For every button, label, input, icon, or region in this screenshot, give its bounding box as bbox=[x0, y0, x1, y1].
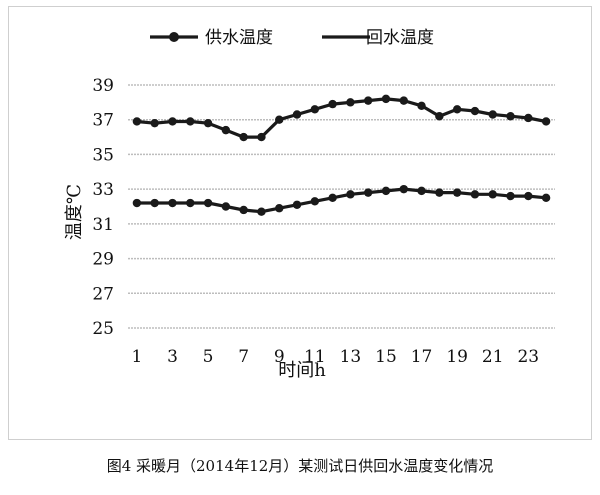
data-point bbox=[221, 202, 231, 211]
data-point bbox=[506, 112, 515, 121]
data-point bbox=[435, 112, 444, 121]
data-point bbox=[452, 105, 462, 114]
chart-frame bbox=[8, 6, 592, 440]
data-point bbox=[417, 101, 426, 111]
data-point bbox=[257, 132, 266, 142]
data-point bbox=[310, 197, 320, 206]
series-line bbox=[136, 97, 547, 139]
data-point bbox=[168, 198, 177, 208]
x-tick-label: 7 bbox=[238, 347, 249, 367]
x-tick-label: 23 bbox=[517, 347, 539, 367]
y-tick-label: 35 bbox=[92, 145, 114, 165]
data-point bbox=[275, 115, 284, 124]
data-point bbox=[346, 190, 355, 199]
data-point bbox=[488, 190, 497, 199]
x-tick-label: 3 bbox=[167, 347, 178, 367]
data-point bbox=[470, 106, 480, 116]
data-point bbox=[150, 118, 159, 128]
data-point bbox=[239, 205, 248, 215]
data-point bbox=[239, 132, 248, 142]
y-tick-label: 29 bbox=[92, 250, 114, 270]
y-tick-label: 25 bbox=[92, 319, 114, 339]
data-point bbox=[132, 198, 142, 208]
data-point bbox=[488, 110, 497, 119]
x-tick-labels: 1 3 5 7 9 11 13 15 17 19 21 23 bbox=[131, 347, 539, 367]
series-2 bbox=[132, 184, 551, 216]
data-point bbox=[435, 188, 444, 197]
y-tick-label: 37 bbox=[92, 111, 114, 131]
data-point bbox=[506, 191, 515, 201]
data-point bbox=[541, 193, 551, 203]
series-line bbox=[136, 187, 547, 214]
data-point bbox=[363, 188, 373, 197]
data-point bbox=[292, 200, 302, 209]
data-point bbox=[328, 99, 337, 109]
data-point bbox=[292, 110, 302, 119]
y-tick-label: 33 bbox=[92, 180, 114, 200]
y-axis-label: 温度℃ bbox=[64, 184, 85, 240]
x-tick-label: 11 bbox=[304, 347, 326, 367]
data-point bbox=[470, 190, 480, 199]
y-tick-label: 39 bbox=[92, 76, 114, 96]
legend-item: 回水温度 bbox=[322, 28, 434, 48]
data-point bbox=[524, 191, 533, 201]
data-point bbox=[168, 117, 177, 126]
data-point bbox=[221, 125, 231, 135]
data-point bbox=[381, 94, 391, 104]
x-tick-label: 21 bbox=[482, 347, 504, 367]
data-point bbox=[381, 186, 391, 196]
data-point bbox=[186, 117, 195, 126]
data-point bbox=[399, 96, 408, 105]
data-point bbox=[150, 198, 159, 208]
series-1 bbox=[132, 94, 551, 142]
legend-swatch-marker bbox=[169, 32, 179, 42]
data-point bbox=[417, 186, 426, 196]
x-tick-label: 15 bbox=[375, 347, 397, 367]
data-point bbox=[452, 188, 462, 197]
x-axis-label: 时间h bbox=[278, 360, 326, 381]
data-point bbox=[399, 184, 408, 194]
series-group bbox=[132, 94, 551, 216]
data-point bbox=[541, 117, 551, 126]
y-tick-label: 27 bbox=[92, 284, 114, 304]
x-tick-label: 1 bbox=[131, 347, 142, 367]
x-tick-label: 19 bbox=[446, 347, 468, 367]
data-point bbox=[203, 118, 213, 128]
x-tick-label: 13 bbox=[340, 347, 362, 367]
data-point bbox=[363, 96, 373, 105]
figure-caption: 图4 采暖月（2014年12月）某测试日供回水温度变化情况 bbox=[106, 457, 494, 475]
gridlines bbox=[128, 84, 555, 329]
x-tick-label: 5 bbox=[203, 347, 214, 367]
data-point bbox=[132, 117, 142, 126]
data-point bbox=[275, 204, 284, 213]
y-tick-label: 31 bbox=[92, 215, 114, 235]
data-point bbox=[310, 105, 320, 114]
legend-label: 回水温度 bbox=[366, 28, 434, 48]
legend: 供水温度 回水温度 bbox=[150, 28, 434, 48]
legend-label: 供水温度 bbox=[205, 28, 273, 48]
legend-item: 供水温度 bbox=[150, 28, 273, 48]
x-tick-label: 9 bbox=[274, 347, 285, 367]
y-tick-labels: 25 27 29 31 33 35 37 39 bbox=[92, 76, 114, 339]
data-point bbox=[524, 113, 533, 123]
x-tick-label: 17 bbox=[411, 347, 433, 367]
data-point bbox=[186, 198, 195, 208]
data-point bbox=[203, 198, 213, 208]
data-point bbox=[328, 193, 337, 203]
data-point bbox=[257, 207, 266, 216]
data-point bbox=[346, 98, 355, 107]
